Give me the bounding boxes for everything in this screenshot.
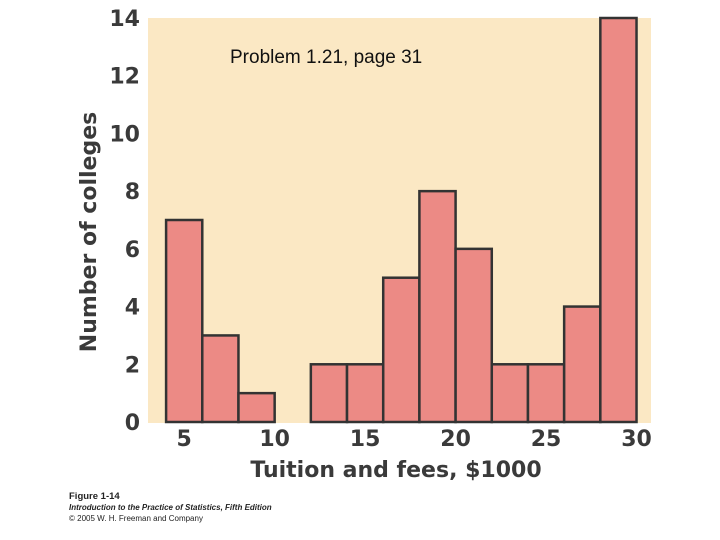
histogram-bar-20-22 xyxy=(454,247,494,424)
histogram-bar-4-6 xyxy=(164,218,204,424)
x-tick-label: 25 xyxy=(531,427,562,452)
figure-caption-book: Introduction to the Practice of Statisti… xyxy=(69,503,272,512)
histogram-bar-26-28 xyxy=(562,305,602,424)
histogram-bar-12-14 xyxy=(309,363,349,424)
figure-caption-label: Figure 1-14 xyxy=(69,491,120,502)
x-axis-title: Tuition and fees, $1000 xyxy=(250,458,541,483)
histogram-bar-8-10 xyxy=(237,391,276,424)
y-tick-label: 6 xyxy=(125,238,140,263)
y-axis-title: Number of colleges xyxy=(77,112,102,352)
y-tick-label: 0 xyxy=(125,411,140,436)
figure-caption-copyright: © 2005 W. H. Freeman and Company xyxy=(69,514,203,523)
x-tick-label: 15 xyxy=(350,427,381,452)
y-tick-label: 4 xyxy=(125,296,140,321)
chart-title: Problem 1.21, page 31 xyxy=(230,47,422,68)
y-tick-labels: 0 2 4 6 8 10 12 14 xyxy=(109,7,140,436)
y-tick-label: 10 xyxy=(109,122,140,147)
histogram-bar-14-16 xyxy=(345,363,385,424)
y-tick-label: 14 xyxy=(109,7,140,32)
y-tick-label: 12 xyxy=(109,65,140,90)
x-tick-label: 20 xyxy=(440,427,471,452)
histogram-bar-16-18 xyxy=(381,276,421,424)
x-tick-label: 10 xyxy=(259,427,290,452)
x-tick-label: 5 xyxy=(177,427,192,452)
histogram-bar-22-24 xyxy=(490,363,530,424)
histogram-bar-24-26 xyxy=(526,363,566,424)
bars-group xyxy=(164,16,638,424)
x-tick-label: 30 xyxy=(621,427,652,452)
histogram-bar-18-20 xyxy=(418,189,457,424)
y-tick-label: 2 xyxy=(125,353,140,378)
histogram-bar-28-30 xyxy=(599,16,638,424)
histogram-bar-6-8 xyxy=(201,334,240,424)
y-tick-label: 8 xyxy=(125,180,140,205)
x-tick-labels: 5 10 15 20 25 30 xyxy=(177,427,652,452)
